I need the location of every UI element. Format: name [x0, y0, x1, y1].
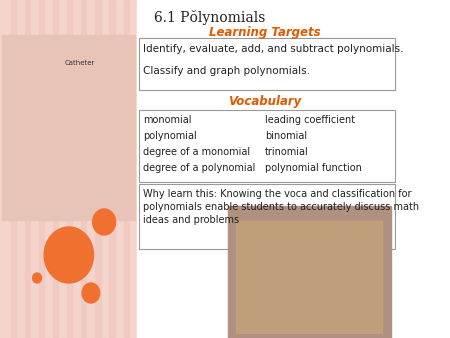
- Circle shape: [82, 283, 100, 303]
- Circle shape: [44, 227, 94, 283]
- Text: Classify and graph polynomials.: Classify and graph polynomials.: [143, 66, 310, 76]
- Bar: [25, 0, 30, 338]
- Bar: [11, 0, 16, 338]
- Bar: [109, 0, 115, 338]
- Circle shape: [93, 209, 116, 235]
- Text: Identify, evaluate, add, and subtract polynomials.: Identify, evaluate, add, and subtract po…: [143, 44, 404, 54]
- Bar: [0, 0, 137, 338]
- Bar: [2, 35, 135, 220]
- Text: monomial: monomial: [143, 115, 191, 125]
- Bar: [139, 184, 395, 249]
- Circle shape: [33, 273, 41, 283]
- Bar: [237, 221, 382, 333]
- Bar: [139, 110, 395, 182]
- Bar: [53, 0, 58, 338]
- Text: leading coefficient: leading coefficient: [265, 115, 355, 125]
- Bar: [39, 0, 44, 338]
- Text: Vocabulary: Vocabulary: [228, 95, 302, 108]
- Bar: [81, 0, 86, 338]
- Bar: [95, 0, 101, 338]
- Text: degree of a polynomial: degree of a polynomial: [143, 163, 255, 173]
- Bar: [137, 0, 397, 338]
- Text: 6.1 Pŏlynomials: 6.1 Pŏlynomials: [154, 10, 266, 25]
- Text: polynomial function: polynomial function: [265, 163, 362, 173]
- Text: polynomial: polynomial: [143, 131, 197, 141]
- Text: Learning Targets: Learning Targets: [209, 26, 320, 39]
- Bar: [139, 38, 395, 90]
- Text: binomial: binomial: [265, 131, 307, 141]
- Bar: [124, 0, 129, 338]
- Bar: [228, 206, 391, 338]
- Bar: [67, 0, 72, 338]
- Text: Why learn this: Knowing the voca and classification for
polynomials enable stude: Why learn this: Knowing the voca and cla…: [143, 189, 419, 225]
- Text: trinomial: trinomial: [265, 147, 308, 157]
- Text: degree of a monomial: degree of a monomial: [143, 147, 250, 157]
- Text: Catheter: Catheter: [64, 60, 94, 66]
